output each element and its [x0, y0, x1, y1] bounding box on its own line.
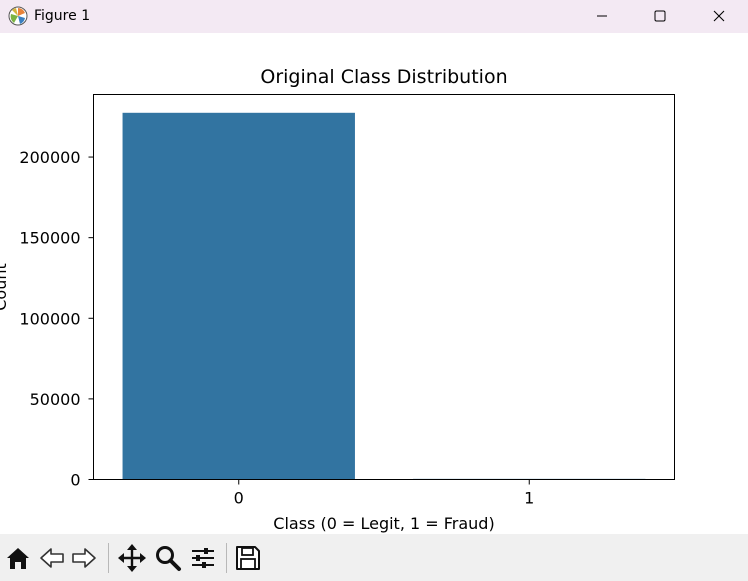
figure-canvas[interactable]: Original Class Distribution 0 50000 100000… — [0, 33, 748, 534]
x-axis-label: Class (0 = Legit, 1 = Fraud) — [273, 514, 494, 533]
minimize-button[interactable] — [573, 0, 631, 32]
minimize-icon — [597, 15, 607, 17]
y-axis-label: Count — [0, 263, 10, 311]
y-tick-label: 50000 — [30, 390, 81, 409]
toolbar-separator — [108, 543, 109, 573]
close-button[interactable] — [690, 0, 748, 32]
pan-icon — [118, 544, 146, 572]
y-tick-label: 200000 — [19, 148, 80, 167]
pan-button[interactable] — [116, 542, 148, 574]
y-tick-label: 0 — [70, 471, 80, 490]
close-icon — [713, 10, 725, 22]
plot-area-frame — [93, 94, 675, 480]
forward-button[interactable] — [68, 542, 100, 574]
y-tick-label: 150000 — [19, 229, 80, 248]
configure-subplots-icon — [192, 548, 214, 568]
save-button[interactable] — [232, 542, 264, 574]
forward-icon — [72, 548, 96, 568]
zoom-icon — [156, 546, 181, 571]
chart-title: Original Class Distribution — [260, 66, 507, 88]
y-tick-label: 100000 — [19, 309, 80, 328]
back-icon — [40, 548, 64, 568]
matplotlib-logo-icon — [8, 6, 28, 26]
navigation-toolbar — [0, 534, 748, 581]
maximize-icon — [654, 10, 666, 22]
x-tick-label: 1 — [524, 489, 534, 508]
bar-class-0 — [122, 112, 355, 480]
bar-chart: Original Class Distribution 0 50000 100000… — [0, 66, 675, 533]
configure-subplots-button[interactable] — [187, 542, 219, 574]
maximize-button[interactable] — [631, 0, 689, 32]
window-title: Figure 1 — [34, 8, 91, 24]
zoom-button[interactable] — [152, 542, 184, 574]
window-titlebar: Figure 1 — [0, 0, 748, 33]
toolbar-separator — [226, 543, 227, 573]
home-icon — [7, 548, 29, 569]
save-icon — [236, 546, 260, 570]
home-button[interactable] — [2, 542, 34, 574]
x-tick-label: 0 — [234, 489, 244, 508]
back-button[interactable] — [36, 542, 68, 574]
